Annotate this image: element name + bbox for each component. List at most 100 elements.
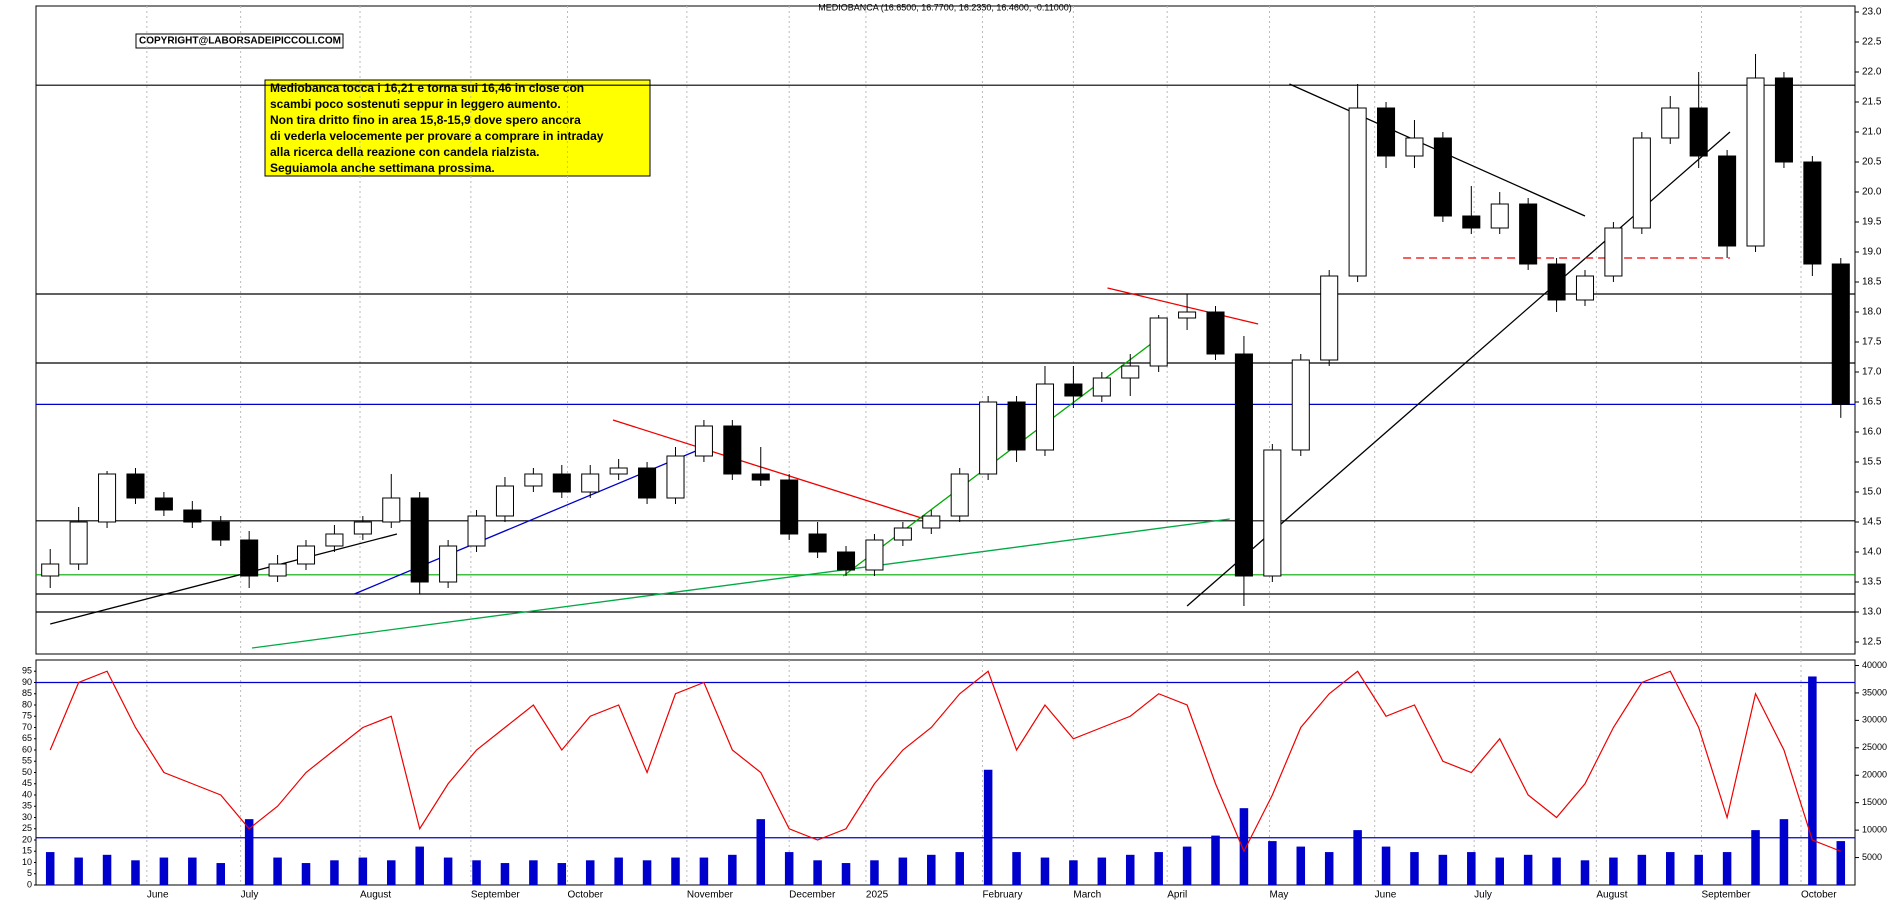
volume-bar — [1523, 854, 1533, 885]
candle-body — [609, 467, 628, 475]
candle-body — [552, 473, 571, 493]
candle-body — [638, 467, 657, 499]
volume-bar — [1069, 860, 1078, 885]
note-line: Seguiamola anche settimana prossima. — [270, 161, 495, 175]
volume-bar — [1779, 819, 1789, 885]
volume-bar — [1211, 835, 1220, 885]
rsi-tick-label: 15 — [22, 846, 32, 856]
candle-body — [979, 401, 998, 475]
candle-body — [723, 425, 742, 475]
volume-bar — [387, 860, 396, 885]
candle-body — [1007, 401, 1026, 451]
y-tick-label: 17.5 — [1862, 337, 1882, 348]
note-line: Mediobanca tocca i 16,21 e torna sui 16,… — [270, 81, 584, 95]
volume-bar — [1381, 846, 1391, 885]
x-tick-label: August — [360, 890, 391, 901]
note-line: alla ricerca della reazione con candela … — [270, 145, 539, 159]
x-tick-label: April — [1167, 890, 1187, 901]
trend-line — [251, 518, 1230, 649]
volume-bar — [671, 857, 680, 885]
volume-bar — [358, 857, 368, 885]
x-tick-label: October — [567, 890, 603, 901]
volume-bar — [1324, 852, 1334, 885]
volume-bar — [1040, 857, 1050, 885]
x-tick-label: December — [789, 890, 836, 901]
candle-body — [495, 485, 514, 517]
volume-bar — [1097, 857, 1107, 885]
x-tick-label: October — [1801, 890, 1837, 901]
note-line: Non tira dritto fino in area 15,8-15,9 d… — [270, 113, 581, 127]
candle-body — [126, 473, 145, 499]
price-panel — [35, 5, 1856, 655]
volume-bar — [1239, 808, 1249, 885]
candle-body — [780, 479, 799, 535]
candle-body — [1490, 203, 1509, 229]
candle-body — [1320, 275, 1339, 361]
y-tick-label: 15.5 — [1862, 457, 1882, 468]
candle-body — [694, 425, 713, 457]
candle-body — [1774, 77, 1793, 163]
volume-bar — [1268, 841, 1277, 885]
volume-bar — [1353, 830, 1362, 885]
volume-bar — [216, 863, 226, 885]
note-line: di vederla velocemente per provare a com… — [270, 129, 604, 143]
rsi-tick-label: 20 — [22, 834, 32, 844]
candle-body — [1348, 107, 1367, 277]
candle-body — [1718, 155, 1737, 247]
candle-body — [410, 497, 429, 583]
candle-body — [467, 515, 486, 547]
volume-tick-label: 20000 — [1862, 770, 1887, 780]
volume-bar — [1495, 857, 1504, 885]
x-tick-label: May — [1270, 890, 1289, 901]
trend-line — [1107, 287, 1259, 325]
indicator-panel — [35, 659, 1856, 886]
candle-body — [865, 539, 884, 571]
candle-body — [1064, 383, 1083, 397]
volume-tick-label: 5000 — [1862, 852, 1882, 862]
volume-tick-label: 35000 — [1862, 687, 1887, 697]
candle-body — [296, 545, 316, 565]
candle-body — [1405, 137, 1424, 157]
y-tick-label: 18.5 — [1862, 277, 1882, 288]
x-tick-label: September — [1702, 890, 1752, 901]
volume-bar — [1637, 854, 1647, 885]
rsi-tick-label: 40 — [22, 789, 32, 799]
volume-bar — [1012, 852, 1021, 885]
candle-body — [1263, 449, 1282, 577]
volume-tick-label: 25000 — [1862, 742, 1887, 752]
volume-bar — [415, 846, 424, 885]
candle-body — [922, 515, 941, 529]
volume-bar — [273, 857, 282, 885]
volume-bar — [841, 863, 851, 885]
rsi-line — [49, 670, 1842, 853]
note-box — [264, 79, 651, 177]
candle-body — [268, 563, 287, 577]
volume-bar — [529, 860, 538, 885]
volume-bar — [1154, 852, 1163, 885]
volume-tick-label: 30000 — [1862, 715, 1887, 725]
y-tick-label: 12.5 — [1862, 637, 1882, 648]
rsi-tick-label: 95 — [22, 666, 32, 676]
x-tick-label: September — [471, 890, 521, 901]
y-tick-label: 22.0 — [1862, 67, 1882, 78]
candle-body — [154, 497, 173, 511]
trend-line — [612, 419, 935, 523]
volume-bar — [1125, 854, 1135, 885]
volume-bar — [870, 860, 879, 885]
trend-line — [842, 335, 1162, 577]
volume-bar — [159, 857, 169, 885]
volume-bar — [1410, 852, 1419, 885]
candle-body — [1178, 311, 1197, 319]
candle-body — [41, 563, 60, 577]
rsi-tick-label: 85 — [22, 688, 32, 698]
x-tick-label: July — [1474, 890, 1492, 901]
x-tick-label: August — [1596, 890, 1627, 901]
candle-body — [1604, 227, 1623, 277]
rsi-tick-label: 50 — [22, 767, 32, 777]
volume-bar — [1751, 830, 1760, 885]
y-tick-label: 13.5 — [1862, 577, 1882, 588]
rsi-tick-label: 75 — [22, 711, 32, 721]
rsi-tick-label: 55 — [22, 756, 32, 766]
rsi-tick-label: 35 — [22, 801, 32, 811]
